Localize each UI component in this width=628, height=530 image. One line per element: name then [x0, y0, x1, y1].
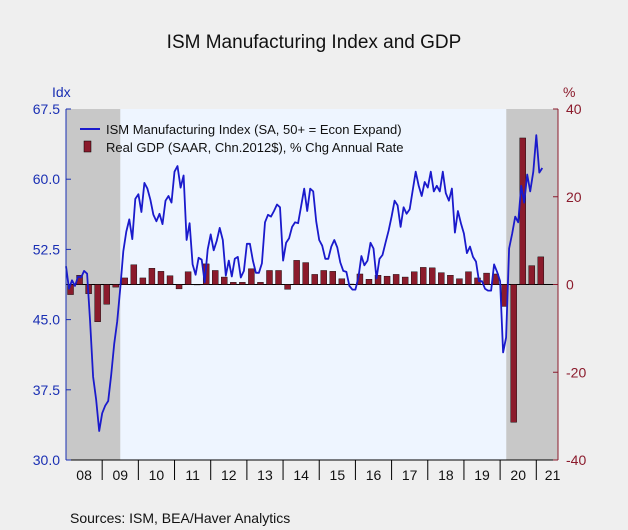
x-tick-label: 11	[185, 467, 200, 483]
x-tick-label: 16	[366, 467, 382, 483]
gdp-bar	[212, 270, 219, 285]
gdp-bar	[184, 271, 192, 285]
gdp-bar	[510, 284, 517, 423]
gdp-bar	[139, 277, 147, 285]
right-tick-label: 0	[566, 277, 574, 293]
left-tick-label: 52.5	[33, 241, 60, 257]
left-tick-label: 30.0	[33, 452, 60, 468]
gdp-bar	[121, 277, 128, 285]
legend: ISM Manufacturing Index (SA, 50+ = Econ …	[80, 122, 403, 155]
x-tick-label: 20	[510, 467, 526, 483]
gdp-bar	[329, 271, 337, 285]
gdp-bar	[230, 282, 237, 285]
gdp-bar	[465, 271, 472, 285]
gdp-bar	[320, 270, 327, 285]
x-tick-label: 13	[257, 467, 273, 483]
x-tick-label: 15	[330, 467, 346, 483]
gdp-bar	[293, 260, 300, 285]
gdp-bar	[401, 276, 409, 285]
gdp-bar	[94, 284, 101, 322]
gdp-bar	[420, 267, 427, 285]
gdp-bar	[175, 284, 183, 290]
gdp-bar	[130, 264, 138, 285]
gdp-bar	[392, 274, 400, 285]
ism-line	[65, 134, 544, 432]
source-note: Sources: ISM, BEA/Haver Analytics	[70, 510, 291, 526]
gdp-bar	[374, 275, 382, 285]
gdp-bar	[221, 276, 228, 285]
x-tick-label: 17	[402, 467, 418, 483]
gdp-bar	[410, 271, 418, 285]
x-tick-label: 18	[438, 467, 454, 483]
gdp-bar	[266, 270, 273, 285]
axes: Idx % 67.5 60.0 52.5 45.0 37.5 30.0 40 20 0 -20 -40 0…	[33, 84, 587, 483]
x-tick-label: 19	[474, 467, 490, 483]
gdp-bar	[537, 256, 545, 285]
gdp-bar	[528, 265, 535, 285]
right-tick-label: -20	[566, 364, 586, 380]
left-tick-label: 60.0	[33, 171, 60, 187]
x-tick-label: 21	[545, 467, 561, 483]
legend-label-ism: ISM Manufacturing Index (SA, 50+ = Econ …	[106, 122, 402, 137]
gdp-bar	[383, 275, 391, 285]
left-tick-label: 37.5	[33, 382, 60, 398]
gdp-bar	[112, 284, 119, 288]
right-tick-label: 20	[566, 189, 582, 205]
gdp-bar	[157, 271, 165, 285]
gdp-bar	[284, 284, 291, 290]
right-tick-label: -40	[566, 452, 586, 468]
gdp-bar	[257, 282, 264, 285]
right-tick-label: 40	[566, 101, 582, 117]
gdp-bar	[248, 268, 255, 285]
gdp-bar	[302, 262, 309, 285]
x-tick-label: 09	[112, 467, 128, 483]
x-tick-label: 08	[76, 467, 92, 483]
gdp-bar	[239, 282, 246, 285]
chart-title: ISM Manufacturing Index and GDP	[166, 32, 462, 53]
gdp-bar	[311, 274, 318, 285]
gdp-bar	[148, 268, 156, 285]
gdp-bar	[483, 272, 490, 285]
ism-line-path	[65, 134, 544, 432]
gdp-bar	[456, 278, 463, 285]
gdp-bar	[447, 275, 454, 285]
legend-swatch-gdp	[83, 140, 92, 153]
gdp-bar	[429, 267, 436, 285]
gdp-bar	[166, 275, 174, 285]
left-tick-label: 67.5	[33, 101, 60, 117]
right-axis-unit: %	[563, 84, 575, 100]
gdp-bar	[365, 279, 373, 285]
gdp-bar	[103, 284, 110, 305]
gdp-bar	[338, 278, 346, 285]
gdp-bars	[67, 137, 545, 423]
x-tick-label: 12	[221, 467, 237, 483]
left-axis-unit: Idx	[52, 84, 71, 100]
gdp-bar	[275, 270, 282, 285]
legend-label-gdp: Real GDP (SAAR, Chn.2012$), % Chg Annual…	[106, 140, 403, 155]
gdp-bar	[519, 137, 526, 285]
gdp-bar	[438, 272, 445, 285]
left-tick-label: 45.0	[33, 312, 60, 328]
x-tick-label: 10	[149, 467, 165, 483]
x-tick-label: 14	[293, 467, 309, 483]
gdp-bar	[356, 273, 364, 285]
